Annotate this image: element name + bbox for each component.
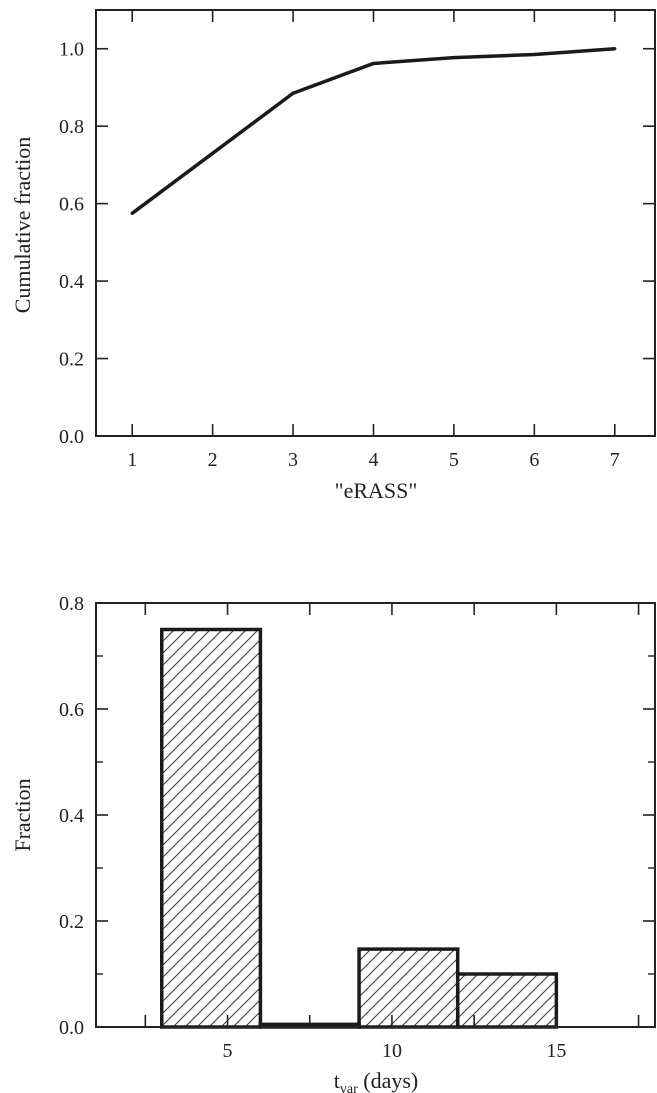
line-point [211, 151, 215, 155]
line-point [532, 52, 536, 57]
line-point [452, 56, 456, 60]
plot-1-x-tick-label: 5 [449, 449, 459, 471]
line-point [371, 61, 376, 66]
plot-2-y-tick-label: 0.8 [59, 593, 84, 615]
line-point [130, 211, 134, 215]
x-axis-label-t: t [334, 1068, 340, 1093]
plot-1-axes: 1 2 3 4 5 6 7 0.0 0.2 0.4 0.6 0.8 1.0 [59, 9, 656, 471]
cumulative-fraction-plot: 1 2 3 4 5 6 7 0.0 0.2 0.4 0.6 0.8 1.0 Cumulative fra… [10, 9, 656, 503]
x-axis-label-units: (days) [358, 1068, 418, 1093]
plot-2-x-tick-label: 15 [546, 1040, 566, 1062]
plot-1-y-tick-label: 0.2 [59, 349, 84, 371]
x-axis-label-tvar: tvar (days) [334, 1068, 419, 1093]
histogram-bars [160, 627, 559, 1029]
plot-1-x-tick-label: 6 [529, 449, 539, 471]
plot-2-x-tick-label: 5 [223, 1040, 233, 1062]
histogram-bar-3 [455, 972, 559, 1029]
cumulative-line-0 [131, 46, 615, 215]
plot-1-y-tick-label: 1.0 [59, 39, 84, 61]
plot-1-y-tick-label: 0.4 [59, 271, 84, 293]
plot-1-x-tick-label: 7 [610, 449, 620, 471]
line-point [613, 47, 617, 51]
plot-1-x-tick-label: 4 [368, 449, 378, 471]
cumulative-line-series [130, 46, 617, 215]
y-axis-label-fraction: Fraction [10, 778, 35, 851]
fraction-histogram: 5 10 15 0.0 0.2 0.4 0.6 0.8 Fraction tvar (days… [10, 593, 656, 1093]
plot-1-x-tick-label: 2 [208, 449, 218, 471]
plot-1-y-tick-label: 0.0 [59, 426, 84, 448]
plot-1-y-tick-label: 0.6 [59, 194, 84, 216]
x-axis-label-subscript: var [340, 1082, 358, 1093]
plot-2-y-tick-label: 0.4 [59, 805, 84, 827]
plot-1-x-tick-label: 3 [288, 449, 298, 471]
plot-2-x-tick-label: 10 [382, 1040, 402, 1062]
y-axis-label-cumulative-fraction: Cumulative fraction [10, 137, 35, 314]
histogram-bar-0 [160, 627, 263, 1029]
x-axis-label-erass: "eRASS" [335, 478, 418, 503]
plot-2-y-tick-label: 0.0 [59, 1017, 84, 1039]
plot-1-frame [95, 9, 656, 437]
plot-2-y-tick-label: 0.2 [59, 911, 84, 933]
plot-1-y-tick-label: 0.8 [59, 116, 84, 138]
line-point [291, 91, 295, 95]
histogram-bar-2 [357, 947, 460, 1029]
plot-2-y-tick-label: 0.6 [59, 699, 84, 721]
plot-2-axes: 5 10 15 0.0 0.2 0.4 0.6 0.8 [59, 593, 656, 1062]
plot-1-x-tick-label: 1 [127, 449, 137, 471]
